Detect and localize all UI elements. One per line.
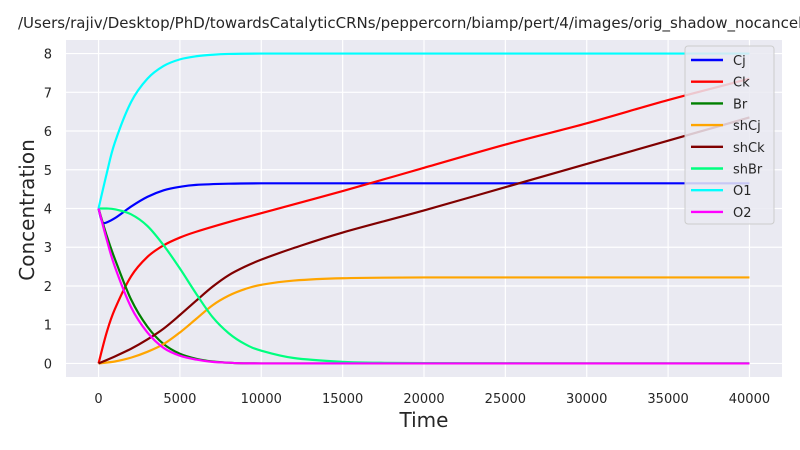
series-line-o2 bbox=[97, 208, 750, 365]
y-axis-label: Concentration bbox=[15, 139, 39, 280]
x-axis-label: Time bbox=[399, 408, 449, 432]
y-tick-label: 1 bbox=[44, 319, 52, 334]
x-tick-label: 30000 bbox=[566, 392, 607, 407]
chart-title: /Users/rajiv/Desktop/PhD/towardsCatalyti… bbox=[18, 14, 800, 33]
y-tick-label: 7 bbox=[44, 86, 52, 101]
x-axis-ticks: 0 5000 10000 15000 20000 25000 30000 35000 40000 bbox=[94, 392, 770, 407]
series-layer bbox=[97, 52, 750, 365]
series-line-o1 bbox=[97, 52, 750, 209]
series-line-shck bbox=[98, 116, 750, 365]
y-tick-label: 5 bbox=[44, 164, 52, 179]
y-tick-label: 8 bbox=[44, 48, 52, 63]
legend-label-cj: Cj bbox=[733, 54, 746, 69]
legend-label-o1: O1 bbox=[733, 184, 752, 199]
legend-label-shbr: shBr bbox=[733, 163, 763, 178]
y-tick-label: 2 bbox=[44, 280, 52, 295]
x-tick-label: 0 bbox=[94, 392, 102, 407]
x-tick-label: 25000 bbox=[485, 392, 526, 407]
x-tick-label: 15000 bbox=[322, 392, 363, 407]
legend-label-ck: Ck bbox=[733, 76, 750, 91]
y-tick-label: 4 bbox=[44, 203, 52, 218]
x-tick-label: 35000 bbox=[647, 392, 688, 407]
legend-label-shck: shCk bbox=[733, 141, 765, 156]
x-tick-label: 40000 bbox=[729, 392, 770, 407]
legend-label-shcj: shCj bbox=[733, 119, 761, 134]
x-tick-label: 10000 bbox=[241, 392, 282, 407]
series-line-ck bbox=[97, 77, 750, 364]
grid bbox=[66, 40, 782, 377]
legend-label-br: Br bbox=[733, 97, 748, 112]
y-tick-label: 0 bbox=[44, 357, 52, 372]
y-axis-ticks: 0 1 2 3 4 5 6 7 8 bbox=[44, 48, 52, 373]
legend: Cj Ck Br shCj shCk shBr O1 O2 bbox=[684, 45, 775, 225]
legend-label-o2: O2 bbox=[733, 206, 752, 221]
x-tick-label: 5000 bbox=[163, 392, 196, 407]
y-tick-label: 6 bbox=[44, 125, 52, 140]
y-tick-label: 3 bbox=[44, 241, 52, 256]
legend-box bbox=[684, 45, 775, 225]
x-tick-label: 20000 bbox=[403, 392, 444, 407]
series-line-cj bbox=[97, 182, 750, 225]
series-line-shcj bbox=[98, 276, 750, 365]
